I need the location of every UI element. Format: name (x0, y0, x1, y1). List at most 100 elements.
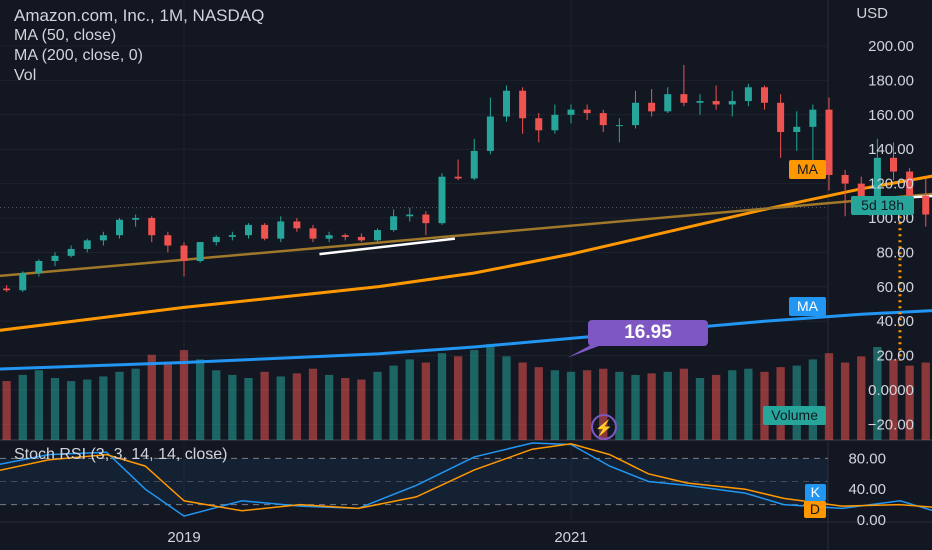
symbol-title[interactable]: Amazon.com, Inc., 1M, NASDAQ (14, 6, 265, 25)
trend-line (319, 237, 456, 256)
volume-bar (308, 368, 318, 440)
ma50-legend[interactable]: MA (50, close) (14, 27, 117, 44)
volume-bar (792, 365, 801, 440)
volume-bar (115, 371, 124, 440)
candle-body (825, 109, 833, 175)
currency-label[interactable]: USD (856, 5, 888, 22)
volume-bar (647, 373, 656, 440)
candle-body (486, 116, 494, 151)
candle-body (664, 94, 672, 112)
volume-bar (163, 362, 173, 440)
volume-bar (2, 381, 11, 440)
candle-body (116, 219, 123, 236)
volume-bar (212, 370, 221, 440)
candle-body (148, 218, 156, 236)
volume-bar (582, 370, 592, 440)
volume-bar (405, 359, 414, 440)
price-tick-label: 0.0000 (868, 382, 914, 399)
candle-body (696, 101, 704, 103)
candle-body (535, 118, 543, 131)
volume-bar (470, 350, 479, 440)
volume-bar (131, 368, 140, 440)
candle-body (293, 221, 301, 229)
volume-bar (824, 353, 834, 440)
candle-body (374, 230, 381, 241)
rsi-k-line (0, 442, 932, 517)
time-tick-label: 2021 (554, 529, 587, 546)
volume-bar (550, 370, 560, 440)
candle-body (67, 248, 75, 256)
volume-bar (18, 374, 27, 440)
rsi-d-line (0, 443, 932, 512)
price-tick-label: 60.00 (876, 279, 914, 296)
volume-bar (695, 378, 705, 440)
candle-body (793, 126, 801, 132)
candle-body (712, 101, 720, 105)
candle-body (19, 273, 27, 291)
volume-bar (179, 350, 189, 440)
candle-body (3, 288, 11, 291)
volume-bar (437, 353, 447, 440)
volume-bar (276, 376, 285, 440)
volume-bar (566, 371, 576, 440)
volume-bar (324, 374, 334, 440)
candle-body (196, 242, 204, 261)
volume-bar (808, 359, 818, 440)
volume-bar (534, 367, 543, 440)
candle-body (245, 224, 252, 236)
volume-bar (679, 368, 689, 440)
volume-bar (840, 362, 850, 440)
candle-body (761, 87, 768, 103)
candle-body (873, 157, 881, 208)
candle-body (841, 175, 849, 184)
volume-bar (373, 371, 382, 440)
stoch-rsi-legend[interactable]: Stoch RSI (3, 3, 14, 14, close) (14, 446, 228, 463)
ma200-axis-tag: MA (789, 297, 826, 316)
candle-body (599, 113, 607, 126)
volume-bar (99, 376, 108, 440)
measure-callout[interactable]: 16.95 (588, 320, 708, 346)
volume-bar (615, 371, 624, 440)
ma200-legend[interactable]: MA (200, close, 0) (14, 47, 143, 64)
candle-body (632, 102, 639, 126)
rsi-tick-label: 80.00 (848, 450, 886, 467)
price-tick-label: 20.00 (876, 348, 914, 365)
time-tick-label: 2019 (167, 529, 200, 546)
candle-body (744, 87, 752, 102)
ma50-line (0, 174, 932, 332)
volume-bar (599, 368, 608, 440)
price-countdown-tag: 5d 18h (851, 196, 914, 215)
candle-body (906, 171, 914, 196)
candle-body (615, 125, 623, 127)
candle-body (922, 195, 930, 215)
candle-body (470, 150, 478, 179)
price-tick-label: 180.00 (868, 72, 914, 89)
volume-bar (776, 367, 785, 440)
candle-body (438, 176, 446, 224)
time-axis[interactable]: 20172019202120232025 (0, 529, 932, 546)
candle-body (519, 90, 527, 119)
price-axis[interactable]: 200.00180.00160.00140.00120.00100.0080.0… (868, 38, 914, 433)
candle-body (180, 245, 188, 261)
volume-bar (889, 359, 898, 440)
chart-legend: Amazon.com, Inc., 1M, NASDAQ MA (50, clo… (14, 6, 264, 86)
candle-body (390, 216, 398, 231)
volume-bar (760, 371, 769, 440)
volume-legend[interactable]: Vol (14, 67, 37, 84)
candle-body (164, 235, 172, 246)
volume-bar (873, 347, 882, 440)
volume-bar (195, 359, 205, 440)
volume-bar (744, 368, 753, 440)
volume-bar (83, 379, 92, 440)
price-tick-label: 200.00 (868, 38, 914, 55)
candle-body (857, 183, 865, 208)
candle-body (357, 236, 365, 241)
lightning-bolt-icon[interactable]: ⚡ (591, 414, 617, 440)
candle-body (277, 221, 285, 239)
volume-bar (389, 365, 398, 440)
rsi-axis: 80.00 40.00 0.00 (848, 450, 886, 529)
volume-bar (66, 381, 76, 440)
volume-bar (728, 370, 737, 440)
volume-bar (502, 356, 511, 440)
